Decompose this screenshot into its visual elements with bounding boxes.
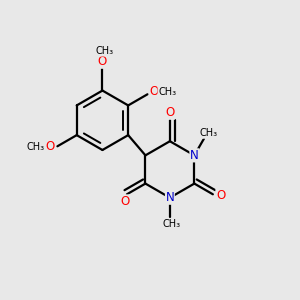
Text: O: O [149, 85, 159, 98]
Text: N: N [166, 191, 174, 204]
Text: O: O [216, 189, 225, 202]
Text: CH₃: CH₃ [158, 87, 176, 97]
Text: O: O [121, 195, 130, 208]
Text: CH₃: CH₃ [163, 219, 181, 229]
Text: CH₃: CH₃ [95, 46, 113, 56]
Text: CH₃: CH₃ [27, 142, 45, 152]
Text: O: O [98, 55, 107, 68]
Text: CH₃: CH₃ [199, 128, 217, 138]
Text: N: N [190, 149, 199, 162]
Text: O: O [165, 106, 175, 119]
Text: O: O [46, 140, 55, 153]
